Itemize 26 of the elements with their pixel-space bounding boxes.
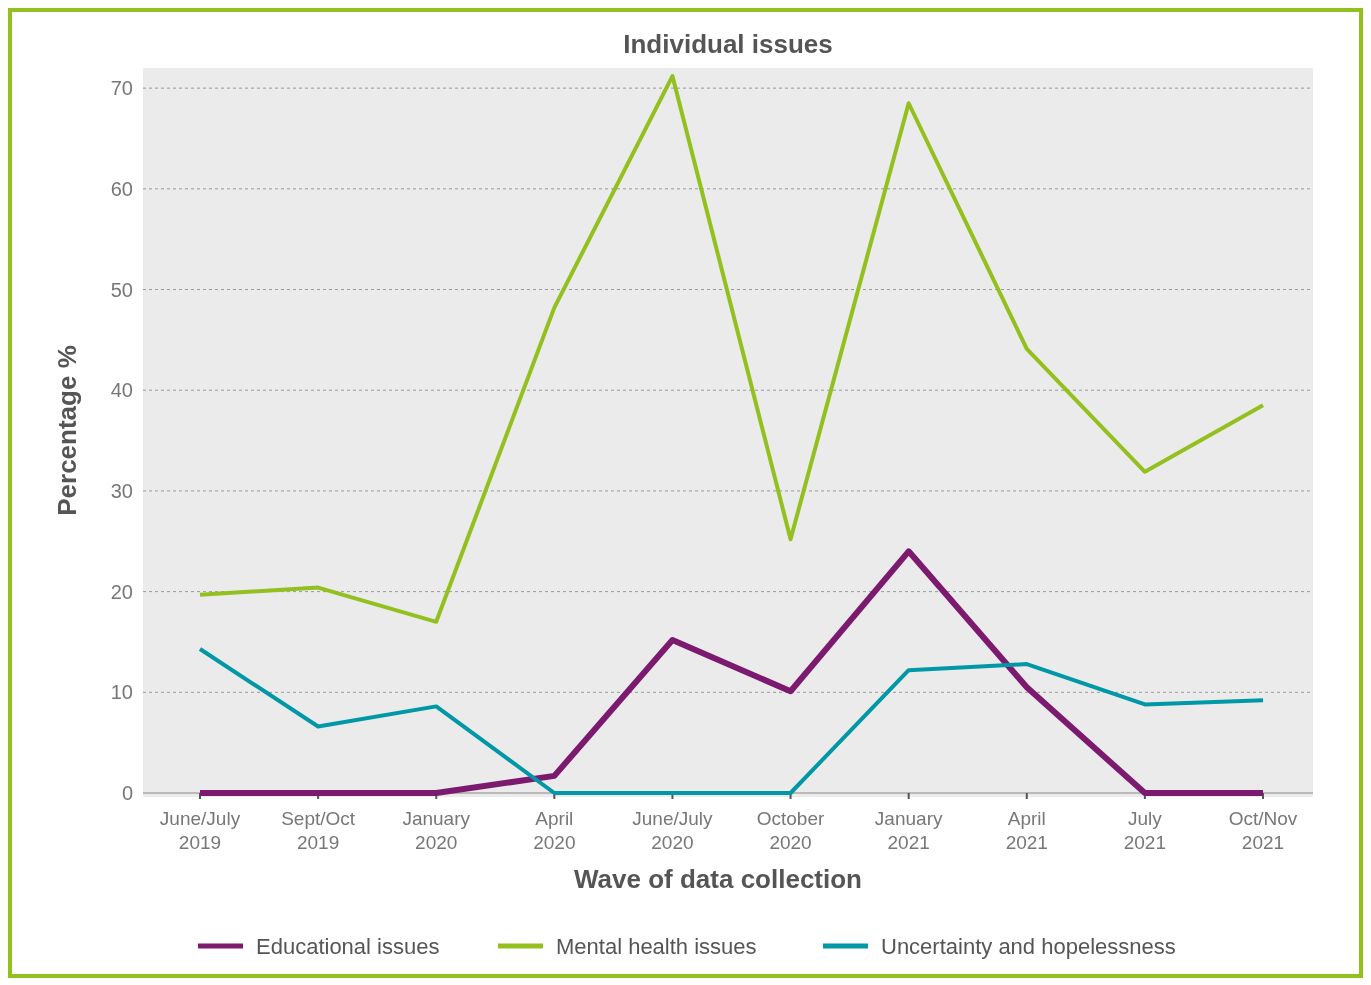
line-series bbox=[198, 647, 1265, 795]
x-tick-label: April 2021 bbox=[1005, 808, 1048, 853]
line-series bbox=[198, 74, 1265, 624]
y-tick-label: 20 bbox=[110, 580, 133, 603]
y-tick-label: 40 bbox=[110, 379, 133, 402]
x-axis-title: Wave of data collection bbox=[574, 864, 862, 894]
x-tick-label: January 2021 bbox=[874, 808, 943, 853]
chart-title: Individual issues bbox=[623, 29, 833, 59]
y-tick-label: 60 bbox=[110, 177, 133, 200]
x-tick-label: June/July 2019 bbox=[159, 808, 241, 853]
y-tick-label: 50 bbox=[110, 278, 133, 301]
y-tick-label: 0 bbox=[121, 782, 133, 804]
x-tick-label: Oct/Nov 2021 bbox=[1228, 808, 1298, 853]
x-tick-label: June/July 2020 bbox=[632, 808, 714, 853]
x-tick-label: January 2020 bbox=[402, 808, 471, 853]
y-tick-label: 70 bbox=[110, 77, 133, 100]
y-tick-label: 30 bbox=[110, 479, 133, 502]
x-tick-label: October 2020 bbox=[756, 808, 826, 853]
x-tick-label: April 2020 bbox=[533, 808, 576, 853]
x-tick-label: Sept/Oct 2019 bbox=[281, 808, 356, 853]
y-axis-title: Percentage % bbox=[52, 345, 82, 516]
y-tick-label: 10 bbox=[110, 681, 133, 704]
legend-label: Educational issues bbox=[256, 933, 440, 959]
x-tick-label: July 2021 bbox=[1123, 808, 1167, 853]
legend-label: Mental health issues bbox=[556, 933, 757, 959]
legend-label: Uncertainty and hopelessness bbox=[881, 933, 1176, 959]
